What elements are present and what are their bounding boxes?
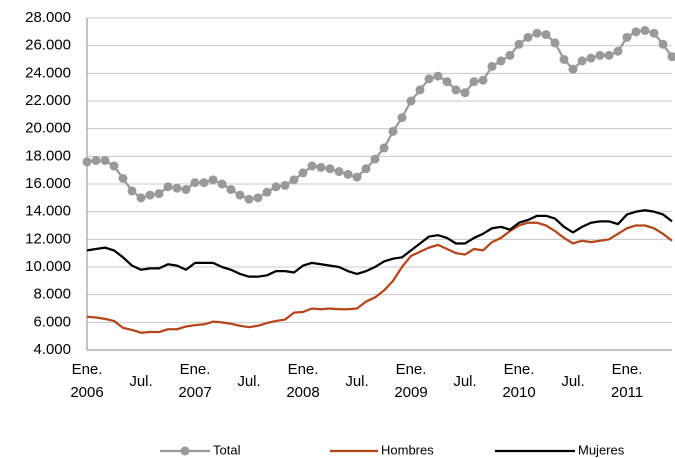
point: [631, 27, 641, 37]
point: [289, 175, 299, 185]
point: [100, 155, 110, 165]
legend-label: Mujeres: [578, 442, 625, 457]
y-tick-label: 6.000: [33, 313, 71, 330]
point: [145, 190, 155, 200]
point: [118, 173, 128, 183]
point: [280, 180, 290, 190]
x-tick-label: Ene. 2008: [286, 361, 320, 401]
x-tick-label: Ene. 2011: [610, 361, 644, 401]
point: [163, 182, 173, 192]
point: [208, 175, 218, 185]
point: [199, 178, 209, 188]
x-tick-label: Ene. 2010: [502, 361, 536, 401]
point: [154, 189, 164, 199]
point: [451, 85, 461, 95]
point: [487, 61, 497, 71]
point: [649, 28, 659, 38]
point: [505, 50, 515, 60]
point: [469, 77, 479, 87]
point: [127, 186, 137, 196]
point: [217, 179, 227, 189]
point: [604, 50, 614, 60]
y-tick-label: 14.000: [25, 203, 71, 220]
x-tick-label: Ene. 2009: [394, 361, 428, 401]
point: [226, 185, 236, 195]
point: [190, 178, 200, 188]
x-tick-label: Ene. 2006: [70, 361, 104, 401]
point: [325, 164, 335, 174]
point: [181, 185, 191, 195]
y-tick-label: 28.000: [25, 9, 71, 26]
point: [523, 32, 533, 42]
y-tick-label: 16.000: [25, 175, 71, 192]
series-line: [86, 221, 673, 334]
point: [271, 182, 281, 192]
point: [595, 50, 605, 60]
point: [460, 88, 470, 98]
x-tick-label: Jul.: [453, 372, 477, 390]
point: [415, 85, 425, 95]
legend-label: Hombres: [381, 442, 434, 457]
y-tick-label: 18.000: [25, 147, 71, 164]
x-tick-label: Jul.: [345, 372, 369, 390]
point: [307, 161, 317, 171]
y-tick-label: 12.000: [25, 230, 71, 247]
point: [334, 167, 344, 177]
point: [262, 187, 272, 197]
point: [298, 168, 308, 178]
x-tick-label: Jul.: [129, 372, 153, 390]
point: [379, 143, 389, 153]
point: [496, 56, 506, 66]
y-tick-label: 26.000: [25, 37, 71, 54]
point: [622, 32, 632, 42]
point: [253, 193, 263, 203]
y-tick-label: 20.000: [25, 120, 71, 137]
x-tick-label: Jul.: [237, 372, 261, 390]
point: [442, 77, 452, 87]
point: [109, 161, 119, 171]
point: [235, 190, 245, 200]
point: [568, 64, 578, 74]
legend-marker: [180, 446, 190, 456]
point: [613, 46, 623, 56]
point: [136, 193, 146, 203]
legend-label: Total: [213, 442, 241, 457]
y-tick-label: 8.000: [33, 286, 71, 303]
point: [244, 194, 254, 204]
y-tick-label: 10.000: [25, 258, 71, 275]
point: [91, 155, 101, 165]
point: [478, 75, 488, 85]
point: [361, 164, 371, 174]
point: [397, 113, 407, 123]
point: [82, 157, 92, 167]
point: [172, 183, 182, 193]
point: [586, 53, 596, 63]
point: [658, 39, 668, 49]
y-tick-label: 4.000: [33, 341, 71, 358]
point: [424, 74, 434, 84]
point: [406, 96, 416, 106]
point: [352, 172, 362, 182]
point: [433, 71, 443, 81]
x-tick-label: Jul.: [561, 372, 585, 390]
point: [514, 39, 524, 49]
point: [370, 154, 380, 164]
point: [541, 30, 551, 40]
point: [343, 169, 353, 179]
series-line: [86, 209, 673, 278]
point: [640, 25, 650, 35]
y-tick-label: 24.000: [25, 64, 71, 81]
point: [577, 56, 587, 66]
point: [550, 38, 560, 48]
series-line: [86, 29, 673, 201]
point: [316, 162, 326, 172]
point: [532, 28, 542, 38]
point: [388, 126, 398, 136]
point: [667, 52, 675, 62]
x-tick-label: Ene. 2007: [178, 361, 212, 401]
point: [559, 55, 569, 64]
y-tick-label: 22.000: [25, 92, 71, 109]
